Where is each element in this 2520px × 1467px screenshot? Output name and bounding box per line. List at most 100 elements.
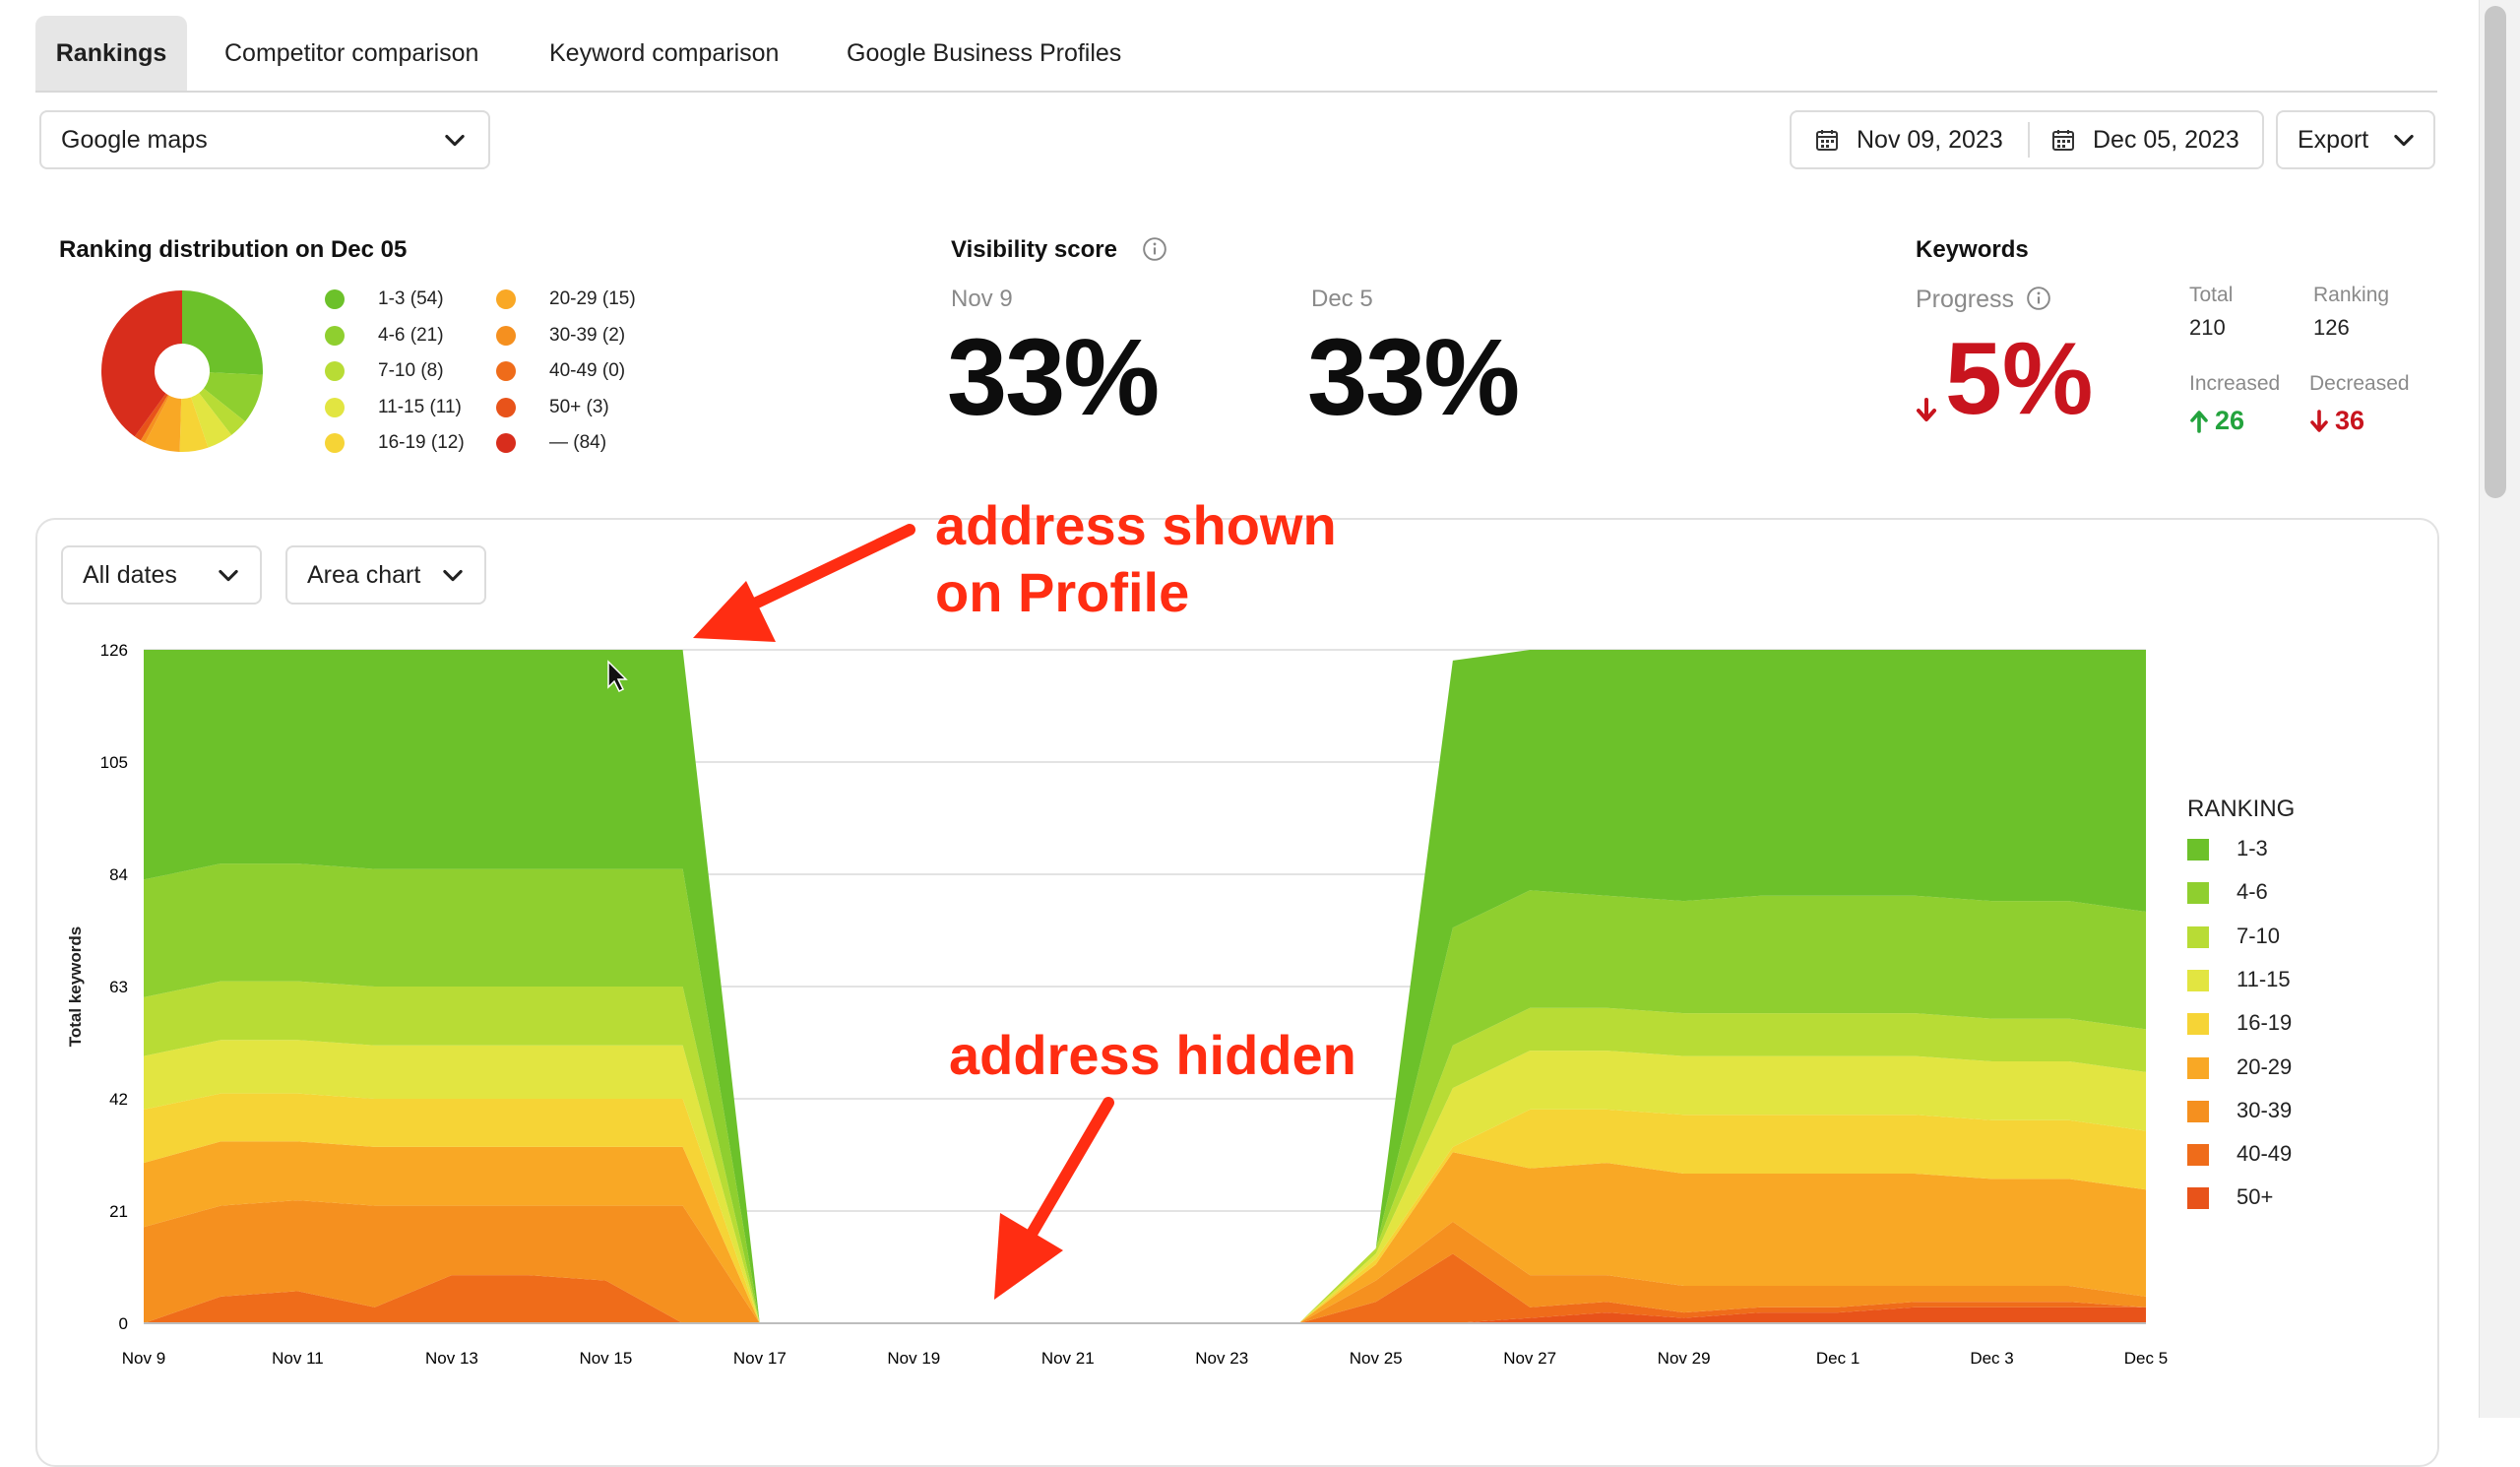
donut-slice-20-29	[145, 395, 182, 452]
arrow-down-icon	[2310, 410, 2328, 432]
y-tick-label: 21	[109, 1202, 128, 1221]
legend-swatch[interactable]	[2187, 1187, 2209, 1210]
info-icon[interactable]	[1142, 236, 1167, 262]
legend-entry-count: (0)	[601, 360, 626, 381]
increased-value: 26	[2215, 406, 2245, 435]
legend-swatch[interactable]	[2187, 925, 2209, 948]
mouse-cursor-icon	[607, 660, 628, 693]
legend-swatch[interactable]	[2187, 1013, 2209, 1036]
y-tick-label: 0	[119, 1314, 128, 1333]
legend-entry: — (84)	[549, 432, 606, 454]
tab-google-business-profiles[interactable]: Google Business Profiles	[847, 16, 1121, 91]
area-series-30-39	[144, 1200, 2146, 1323]
visibility-to-label: Dec 5	[1311, 286, 1373, 312]
legend-swatch[interactable]	[2187, 1100, 2209, 1122]
chevron-down-icon	[219, 569, 238, 582]
chart-type-select[interactable]: Area chart	[285, 545, 486, 605]
ranking-donut-chart	[101, 290, 263, 452]
legend-entry: 7-10 (8)	[378, 360, 444, 382]
legend-label[interactable]: 20-29	[2236, 1053, 2293, 1079]
donut-slice-7-10	[199, 388, 246, 435]
area-series-50+	[144, 1307, 2146, 1323]
legend-entry-count: (8)	[420, 360, 444, 381]
total-value: 210	[2189, 315, 2226, 340]
decreased-value: 36	[2335, 406, 2365, 435]
legend-swatch[interactable]	[2187, 839, 2209, 861]
total-label: Total	[2189, 284, 2234, 306]
info-icon[interactable]	[2026, 286, 2051, 311]
chevron-down-icon	[443, 569, 463, 582]
x-tick-label: Nov 17	[733, 1349, 787, 1368]
scrollbar-thumb[interactable]	[2485, 6, 2506, 498]
area-series-20-29	[144, 1141, 2146, 1323]
area-series-16-19	[144, 1093, 2146, 1323]
donut-slice-50+	[134, 393, 168, 441]
legend-label[interactable]: 16-19	[2236, 1010, 2293, 1036]
legend-swatch[interactable]	[2187, 1144, 2209, 1167]
legend-entry-label: 4-6	[378, 324, 410, 346]
legend-entry-label: 20-29	[549, 288, 602, 309]
tab-competitor-comparison[interactable]: Competitor comparison	[224, 16, 478, 91]
legend-entry: 16-19 (12)	[378, 432, 465, 454]
legend-swatch[interactable]	[2187, 1056, 2209, 1079]
distribution-title: Ranking distribution on Dec 05	[59, 236, 408, 263]
visibility-title: Visibility score	[951, 236, 1117, 263]
progress-value: 5%	[1945, 322, 2094, 436]
legend-label[interactable]: 1-3	[2236, 836, 2268, 861]
legend-entry-label: 7-10	[378, 360, 421, 381]
legend-label[interactable]: 40-49	[2236, 1141, 2293, 1167]
calendar-icon	[1816, 130, 1838, 151]
arrowhead-hidden	[994, 1213, 1063, 1300]
start-date[interactable]: Nov 09, 2023	[1857, 126, 2003, 154]
legend-dot	[496, 433, 516, 453]
legend-label[interactable]: 50+	[2236, 1184, 2274, 1210]
legend-entry-count: (3)	[586, 396, 609, 417]
legend-entry-label: 11-15	[378, 396, 430, 417]
x-tick-label: Nov 19	[887, 1349, 940, 1368]
arrowhead-shown	[693, 581, 776, 642]
area-series-40-49	[144, 1253, 2146, 1323]
tab-rankings[interactable]: Rankings	[35, 16, 187, 91]
chart-type-select-value: Area chart	[307, 561, 421, 589]
tab-gbp-label: Google Business Profiles	[847, 39, 1122, 67]
x-tick-label: Nov 25	[1350, 1349, 1403, 1368]
tab-keyword-comparison[interactable]: Keyword comparison	[549, 16, 779, 91]
legend-swatch[interactable]	[2187, 969, 2209, 991]
area-series-1-3	[144, 650, 2146, 1323]
legend-entry-count: (2)	[601, 324, 626, 346]
legend-entry-label: 30-39	[549, 324, 602, 346]
legend-label[interactable]: 7-10	[2236, 923, 2281, 948]
x-tick-label: Nov 27	[1503, 1349, 1556, 1368]
legend-swatch[interactable]	[2187, 882, 2209, 905]
legend-dot	[325, 397, 345, 417]
arrow-down-icon	[1917, 398, 1936, 421]
legend-entry: 50+ (3)	[549, 397, 609, 418]
y-axis-label: Total keywords	[66, 926, 85, 1048]
legend-entry-count: (11)	[429, 396, 462, 417]
chevron-down-icon	[2394, 134, 2414, 147]
legend-entry: 4-6 (21)	[378, 325, 444, 347]
legend-entry-label: 40-49	[549, 360, 602, 381]
legend-label[interactable]: 30-39	[2236, 1097, 2293, 1122]
legend-entry-count: (15)	[601, 288, 636, 309]
y-tick-label: 42	[109, 1090, 128, 1109]
legend-entry: 20-29 (15)	[549, 288, 636, 310]
legend-label[interactable]: 4-6	[2236, 879, 2268, 905]
legend-label[interactable]: 11-15	[2236, 966, 2291, 991]
ranking-value: 126	[2313, 315, 2350, 340]
area-series-4-6	[144, 863, 2146, 1323]
source-select[interactable]: Google maps	[39, 110, 490, 169]
decreased-label: Decreased	[2309, 372, 2410, 395]
annotation-hidden: address hidden	[949, 1024, 1356, 1086]
end-date[interactable]: Dec 05, 2023	[2093, 126, 2239, 154]
x-tick-label: Nov 11	[272, 1349, 324, 1368]
arrow-shown	[730, 524, 915, 618]
x-tick-label: Dec 5	[2124, 1349, 2168, 1368]
legend-title: RANKING	[2187, 796, 2296, 822]
legend-entry-count: (54)	[410, 288, 444, 309]
legend-entry: 1-3 (54)	[378, 288, 444, 310]
y-tick-label: 63	[109, 978, 128, 996]
export-button[interactable]: Export	[2276, 110, 2435, 169]
x-tick-label: Nov 21	[1041, 1349, 1095, 1368]
date-range-select[interactable]: All dates	[61, 545, 262, 605]
